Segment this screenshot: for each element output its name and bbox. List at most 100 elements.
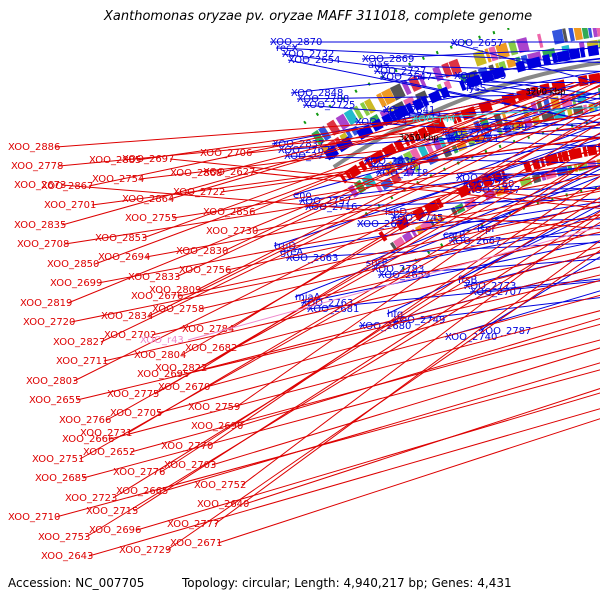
gene-label[interactable]: XOO_2694 [98, 252, 150, 263]
gene-label[interactable]: XOO_2804 [134, 350, 186, 361]
gene-label[interactable]: XOO_2696 [89, 525, 141, 536]
gene-label[interactable]: XOO_2667 [449, 236, 501, 247]
gene-label[interactable]: XOO_2867 [41, 181, 93, 192]
gene-label[interactable]: XOO_2767 [441, 128, 493, 139]
gene-label[interactable]: XOO_2705 [110, 408, 162, 419]
gene-label[interactable]: alaS [368, 60, 389, 71]
gene-label[interactable]: XOO_2720 [23, 317, 75, 328]
gene-label[interactable]: XOO_2710 [8, 512, 60, 523]
gene-label[interactable]: XOO_2666 [62, 434, 114, 445]
gene-label[interactable]: XOO_2836 [364, 156, 416, 167]
gene-label[interactable]: XOO_2754 [92, 174, 144, 185]
gene-label[interactable]: XOO_2809 [149, 285, 201, 296]
gene-label[interactable]: XOO_2722 [173, 187, 225, 198]
gene-label[interactable]: XOO_2697 [122, 154, 174, 165]
gene-label[interactable]: XOO_2670 [158, 382, 210, 393]
gene-label[interactable]: XOO_2760 [462, 179, 514, 190]
gene-label[interactable]: XOO_2770 [161, 441, 213, 452]
gene-label[interactable]: XOO_2775 [107, 389, 159, 400]
gene-label[interactable]: XOO_2868 [170, 168, 222, 179]
gene-label[interactable]: XOO_2695 [137, 369, 189, 380]
gene-label[interactable]: XOO_2718 [376, 168, 428, 179]
gene-label[interactable]: XOO_2725 [303, 100, 355, 111]
gene-label[interactable]: XOO_2833 [128, 272, 180, 283]
gene-label[interactable]: XOO_2759 [188, 402, 240, 413]
gene-label[interactable]: XOO_2708 [17, 239, 69, 250]
gene-label[interactable]: XOO_2716 [305, 202, 357, 213]
gene-label[interactable]: XOO_2753 [38, 532, 90, 543]
gene-label[interactable]: XOO_2711 [56, 356, 108, 367]
gene-label[interactable]: XOO_2647 [380, 72, 432, 83]
gene-label[interactable]: XOO_2803 [26, 376, 78, 387]
gene-label[interactable]: XOO_2834 [101, 311, 153, 322]
gene-label[interactable]: XOO_2849 [454, 71, 506, 82]
gene-label[interactable]: XOO_2864 [122, 194, 174, 205]
gene-label[interactable]: XOO_2715 [86, 506, 138, 517]
gene-label[interactable]: XOO_2776 [113, 467, 165, 478]
gene-label[interactable]: XOO_2657 [451, 38, 503, 49]
gene-label[interactable]: XOO_2763 [301, 298, 353, 309]
gene-label[interactable]: XOO_2839 [475, 122, 527, 133]
gene-label[interactable]: XOO_2717 [468, 185, 520, 196]
gene-label[interactable]: XOO_2665 [116, 486, 168, 497]
gene-label[interactable]: XOO_2674 [357, 219, 409, 230]
gene-label[interactable]: XOO_2751 [32, 454, 84, 465]
gene-label[interactable]: XOO_2841 [383, 105, 435, 116]
gene-label[interactable]: XOO_2837 [272, 139, 324, 150]
gene-label[interactable]: XOO_2752 [194, 480, 246, 491]
gene-label[interactable]: XOO_2699 [50, 278, 102, 289]
gene-label[interactable]: XOO_2777 [167, 519, 219, 530]
gene-label[interactable]: XOO_2652 [83, 447, 135, 458]
gene-label[interactable]: XOO_2757 [299, 196, 351, 207]
gene-label[interactable]: XOO_2848 [291, 88, 343, 99]
gene-label[interactable]: XOO_2819 [20, 298, 72, 309]
gene-label[interactable]: XOO_2681 [307, 304, 359, 315]
gene-label[interactable]: miaA [295, 292, 321, 303]
gene-label[interactable]: XOO_2707 [470, 287, 522, 298]
gene-label[interactable]: XOO_2730 [206, 226, 258, 237]
gene-label[interactable]: XOO_2822 [155, 363, 207, 374]
gene-label[interactable]: XOO_2856 [203, 207, 255, 218]
gene-label[interactable]: greA [280, 247, 303, 258]
gene-label[interactable]: XOO_2723 [65, 493, 117, 504]
gene-label[interactable]: XOO_2784 [182, 324, 234, 335]
gene-label[interactable]: XOO_2685 [35, 473, 87, 484]
gene-label[interactable]: XOO_2869 [362, 54, 414, 65]
gene-label[interactable]: XOO_2787 [479, 326, 531, 337]
rna-label[interactable]: XOO_r43 [140, 335, 184, 346]
gene-label[interactable]: XOO_2703 [164, 460, 216, 471]
gene-label[interactable]: XOO_2870 [270, 37, 322, 48]
gene-label[interactable]: XOO_2830 [176, 246, 228, 257]
gene-label[interactable]: XOO_2655 [29, 395, 81, 406]
gene-label[interactable]: XOO_2850 [47, 259, 99, 270]
gene-label[interactable]: XOO_2766 [59, 415, 111, 426]
gene-label[interactable]: hfq [387, 309, 403, 320]
gene-label[interactable]: XOO_2706 [200, 148, 252, 159]
rna-label[interactable]: XOO_r44 [412, 114, 456, 125]
gene-label[interactable]: XOO_2886 [8, 142, 60, 153]
gene-label[interactable]: XOO_2643 [41, 551, 93, 562]
gene-label[interactable]: XOO_2676 [131, 291, 183, 302]
gene-label[interactable]: XOO_2719 [284, 151, 336, 162]
gene-label[interactable]: XOO_2758 [152, 304, 204, 315]
gene-label[interactable]: XOO_2778 [11, 161, 63, 172]
gene-label[interactable]: XOO_2827 [53, 337, 105, 348]
gene-label[interactable]: XOO_2673 [14, 180, 66, 191]
gene-label[interactable]: recA [460, 77, 483, 88]
gene-label[interactable]: XOO_2654 [288, 55, 340, 66]
gene-label[interactable]: XOO_2761 [370, 162, 422, 173]
gene-label[interactable]: XOO_2773 [464, 281, 516, 292]
gene-label[interactable]: XOO_2727 [374, 66, 426, 77]
gene-label[interactable]: eno [293, 190, 312, 201]
gene-label[interactable]: carB [443, 230, 466, 241]
gene-label[interactable]: XOO_2701 [44, 200, 96, 211]
gene-label[interactable]: XOO_2749 [393, 315, 445, 326]
gene-label[interactable]: XOO_2663 [286, 253, 338, 264]
gene-label[interactable]: XOO_2835 [14, 220, 66, 231]
gene-label[interactable]: truD [274, 241, 296, 252]
gene-label[interactable]: ftsB [458, 275, 477, 286]
gene-label[interactable]: XOO_2731 [80, 428, 132, 439]
gene-label[interactable]: XOO_2788 [297, 94, 349, 105]
gene-label[interactable]: XOO_2755 [125, 213, 177, 224]
gene-label[interactable]: XOO_2740 [445, 332, 497, 343]
